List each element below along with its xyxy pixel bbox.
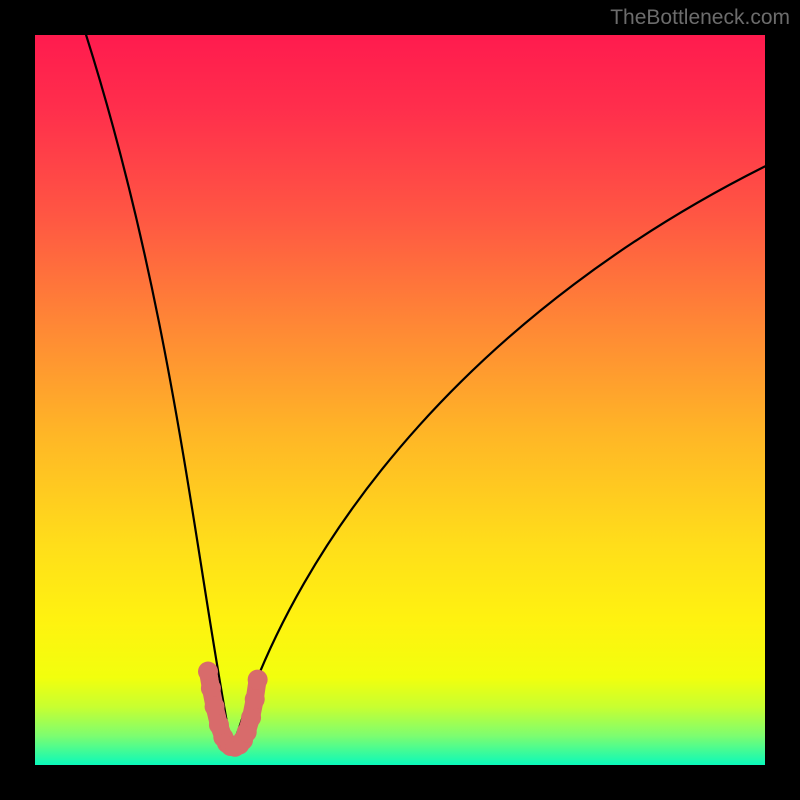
marker-dot	[245, 689, 265, 709]
gradient-background	[35, 35, 765, 765]
plot-area	[35, 35, 765, 765]
marker-dot	[248, 670, 268, 690]
watermark-text: TheBottleneck.com	[610, 6, 790, 30]
marker-dot	[205, 697, 225, 717]
marker-dot	[198, 662, 218, 682]
chart-svg	[35, 35, 765, 765]
marker-dot	[201, 678, 221, 698]
marker-dot	[241, 708, 261, 728]
